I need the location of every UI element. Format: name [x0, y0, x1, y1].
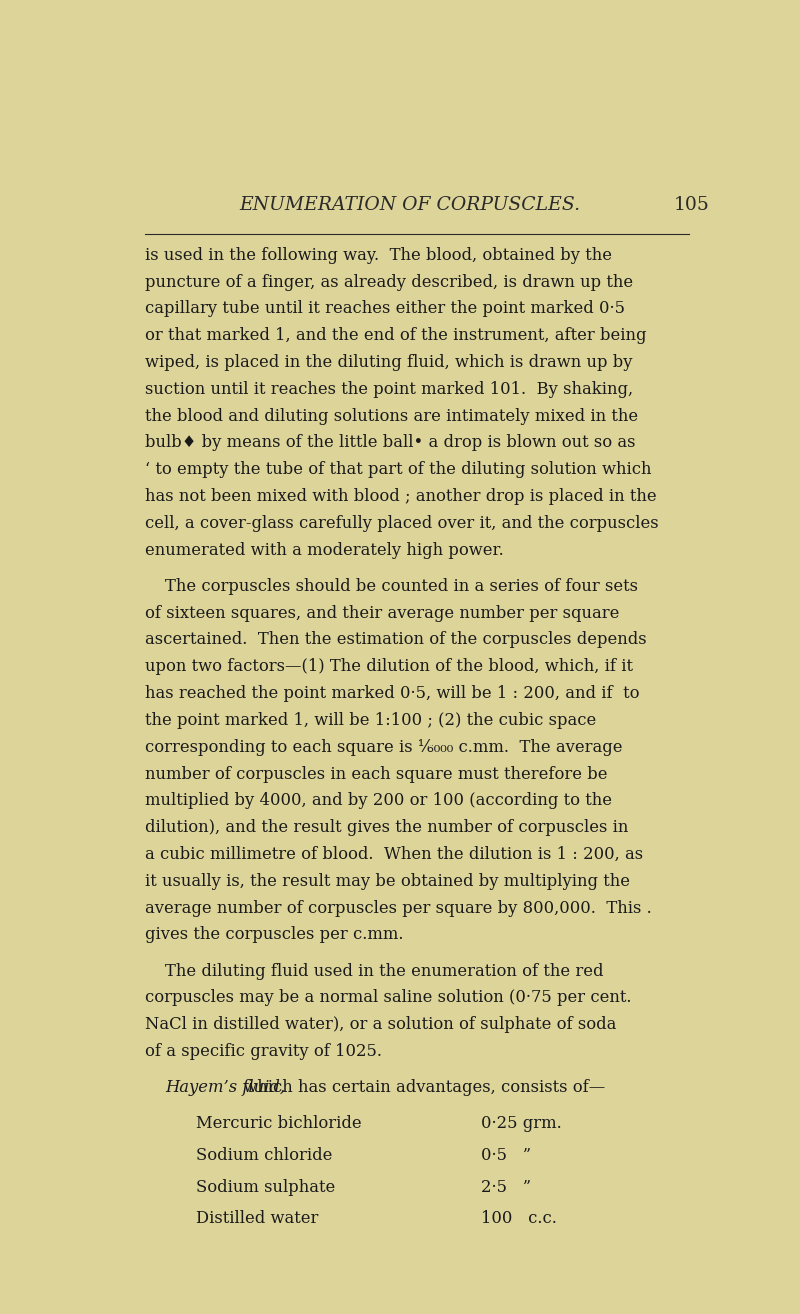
Text: 105: 105	[674, 196, 710, 214]
Text: Mercuric bichloride: Mercuric bichloride	[196, 1116, 362, 1133]
Text: suction until it reaches the point marked 101.  By shaking,: suction until it reaches the point marke…	[145, 381, 633, 398]
Text: dilution), and the result gives the number of corpuscles in: dilution), and the result gives the numb…	[145, 819, 628, 836]
Text: puncture of a finger, as already described, is drawn up the: puncture of a finger, as already describ…	[145, 273, 633, 290]
Text: Sodium chloride: Sodium chloride	[196, 1147, 333, 1164]
Text: ENUMERATION OF CORPUSCLES.: ENUMERATION OF CORPUSCLES.	[239, 196, 581, 214]
Text: The corpuscles should be counted in a series of four sets: The corpuscles should be counted in a se…	[165, 578, 638, 595]
Text: Hayem’s fluid,: Hayem’s fluid,	[165, 1079, 286, 1096]
Text: corpuscles may be a normal saline solution (0·75 per cent.: corpuscles may be a normal saline soluti…	[145, 989, 631, 1007]
Text: capillary tube until it reaches either the point marked 0·5: capillary tube until it reaches either t…	[145, 301, 625, 318]
Text: 0·25 grm.: 0·25 grm.	[482, 1116, 562, 1133]
Text: 100   c.c.: 100 c.c.	[482, 1210, 557, 1227]
Text: of sixteen squares, and their average number per square: of sixteen squares, and their average nu…	[145, 604, 619, 622]
Text: the blood and diluting solutions are intimately mixed in the: the blood and diluting solutions are int…	[145, 407, 638, 424]
Text: ascertained.  Then the estimation of the corpuscles depends: ascertained. Then the estimation of the …	[145, 632, 646, 649]
Text: The diluting fluid used in the enumeration of the red: The diluting fluid used in the enumerati…	[165, 963, 604, 980]
Text: number of corpuscles in each square must therefore be: number of corpuscles in each square must…	[145, 766, 607, 783]
Text: a cubic millimetre of blood.  When the dilution is 1 : 200, as: a cubic millimetre of blood. When the di…	[145, 846, 642, 863]
Text: 0·5   ”: 0·5 ”	[482, 1147, 531, 1164]
Text: is used in the following way.  The blood, obtained by the: is used in the following way. The blood,…	[145, 247, 612, 264]
Text: average number of corpuscles per square by 800,000.  This .: average number of corpuscles per square …	[145, 900, 651, 917]
Text: corresponding to each square is ⅙₀₀₀ c.mm.  The average: corresponding to each square is ⅙₀₀₀ c.m…	[145, 738, 622, 756]
Text: 2·5   ”: 2·5 ”	[482, 1179, 531, 1196]
Text: wiped, is placed in the diluting fluid, which is drawn up by: wiped, is placed in the diluting fluid, …	[145, 353, 632, 371]
Text: it usually is, the result may be obtained by multiplying the: it usually is, the result may be obtaine…	[145, 872, 630, 890]
Text: multiplied by 4000, and by 200 or 100 (according to the: multiplied by 4000, and by 200 or 100 (a…	[145, 792, 612, 809]
Text: cell, a cover-glass carefully placed over it, and the corpuscles: cell, a cover-glass carefully placed ove…	[145, 515, 658, 532]
Text: has not been mixed with blood ; another drop is placed in the: has not been mixed with blood ; another …	[145, 487, 656, 505]
Text: enumerated with a moderately high power.: enumerated with a moderately high power.	[145, 541, 503, 558]
Text: the point marked 1, will be 1:100 ; (2) the cubic space: the point marked 1, will be 1:100 ; (2) …	[145, 712, 596, 729]
Text: gives the corpuscles per c.mm.: gives the corpuscles per c.mm.	[145, 926, 403, 943]
Text: NaCl in distilled water), or a solution of sulphate of soda: NaCl in distilled water), or a solution …	[145, 1016, 616, 1033]
Text: ‘ to empty the tube of that part of the diluting solution which: ‘ to empty the tube of that part of the …	[145, 461, 651, 478]
Text: Distilled water: Distilled water	[196, 1210, 318, 1227]
Text: or that marked 1, and the end of the instrument, after being: or that marked 1, and the end of the ins…	[145, 327, 646, 344]
Text: bulb♦ by means of the little ball• a drop is blown out so as: bulb♦ by means of the little ball• a dro…	[145, 435, 635, 452]
Text: has reached the point marked 0·5, will be 1 : 200, and if  to: has reached the point marked 0·5, will b…	[145, 685, 639, 702]
Text: of a specific gravity of 1025.: of a specific gravity of 1025.	[145, 1043, 382, 1060]
Text: upon two factors—(1) The dilution of the blood, which, if it: upon two factors—(1) The dilution of the…	[145, 658, 633, 675]
Text: which has certain advantages, consists of—: which has certain advantages, consists o…	[238, 1079, 606, 1096]
Text: Sodium sulphate: Sodium sulphate	[196, 1179, 335, 1196]
